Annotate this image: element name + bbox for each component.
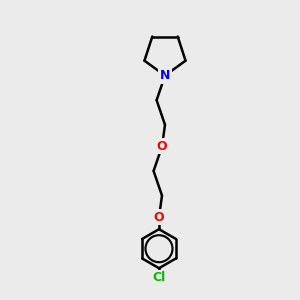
Text: Cl: Cl [152, 271, 166, 284]
Text: O: O [154, 211, 164, 224]
Text: O: O [157, 140, 167, 153]
Text: N: N [160, 69, 170, 82]
